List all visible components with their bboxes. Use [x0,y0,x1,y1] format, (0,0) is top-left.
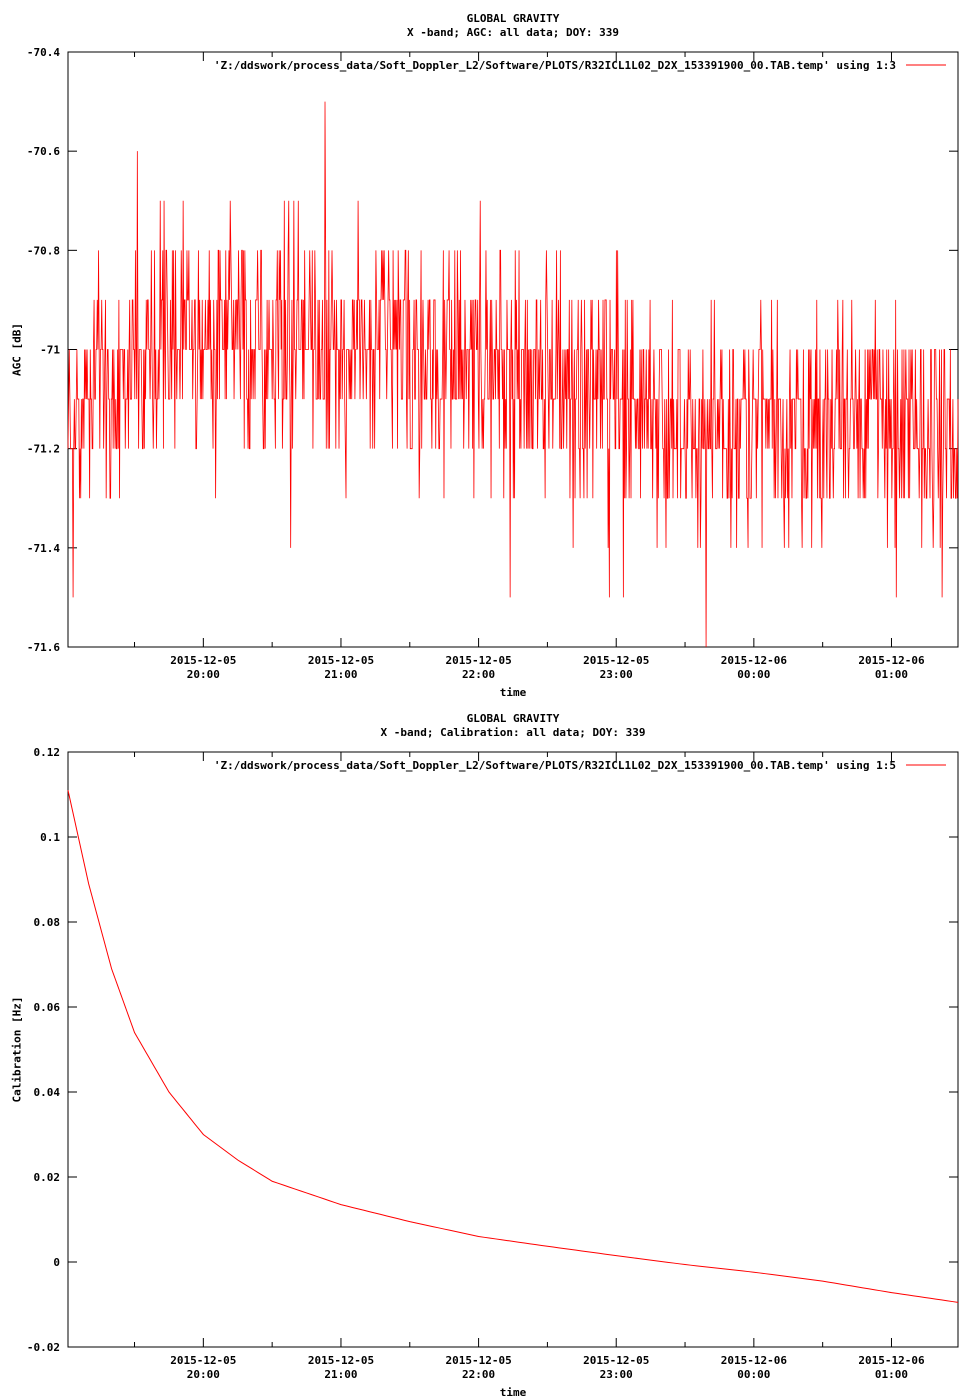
y-tick-label: -0.02 [27,1341,60,1354]
x-tick-date-label: 2015-12-05 [308,1354,374,1367]
x-axis-label: time [500,1386,527,1399]
y-tick-label: -70.4 [27,46,60,59]
x-tick-time-label: 20:00 [187,1368,220,1381]
y-tick-label: 0.06 [34,1001,61,1014]
x-tick-time-label: 21:00 [324,668,357,681]
x-tick-date-label: 2015-12-05 [170,1354,236,1367]
y-tick-label: 0 [53,1256,60,1269]
chart-subtitle: X -band; AGC: all data; DOY: 339 [407,26,619,39]
y-tick-label: 0.08 [34,916,61,929]
x-tick-time-label: 00:00 [737,668,770,681]
x-tick-time-label: 23:00 [600,1368,633,1381]
y-tick-label: 0.1 [40,831,60,844]
series-line-calibration [67,790,959,1303]
x-tick-date-label: 2015-12-06 [721,1354,788,1367]
series-line-agc [67,101,959,648]
x-tick-time-label: 01:00 [875,668,908,681]
x-tick-time-label: 23:00 [600,668,633,681]
x-tick-time-label: 00:00 [737,1368,770,1381]
x-tick-date-label: 2015-12-05 [308,654,374,667]
x-tick-date-label: 2015-12-05 [445,1354,511,1367]
x-tick-date-label: 2015-12-06 [858,654,925,667]
y-tick-label: 0.04 [34,1086,61,1099]
y-tick-label: -71.2 [27,443,60,456]
x-tick-date-label: 2015-12-06 [858,1354,925,1367]
y-tick-label: -71.4 [27,542,60,555]
x-tick-time-label: 21:00 [324,1368,357,1381]
chart-title: GLOBAL GRAVITY [467,712,560,725]
x-tick-date-label: 2015-12-05 [583,1354,649,1367]
y-tick-label: 0.12 [34,746,61,759]
y-tick-label: -71 [40,344,60,357]
y-tick-label: 0.02 [34,1171,61,1184]
legend-label: 'Z:/ddswork/process_data/Soft_Doppler_L2… [214,759,896,772]
chart-title: GLOBAL GRAVITY [467,12,560,25]
x-tick-time-label: 01:00 [875,1368,908,1381]
x-tick-date-label: 2015-12-05 [445,654,511,667]
y-tick-label: -70.6 [27,145,60,158]
x-axis-label: time [500,686,527,699]
chart-subtitle: X -band; Calibration: all data; DOY: 339 [381,726,646,739]
x-tick-date-label: 2015-12-06 [721,654,788,667]
x-tick-date-label: 2015-12-05 [583,654,649,667]
y-tick-label: -70.8 [27,244,60,257]
legend-label: 'Z:/ddswork/process_data/Soft_Doppler_L2… [214,59,896,72]
plot-frame [67,751,959,1348]
x-tick-time-label: 22:00 [462,1368,495,1381]
x-tick-date-label: 2015-12-05 [170,654,236,667]
y-axis-label: Calibration [Hz] [11,997,24,1103]
x-tick-time-label: 22:00 [462,668,495,681]
x-tick-time-label: 20:00 [187,668,220,681]
y-axis-label: AGC [dB] [11,323,24,376]
y-tick-label: -71.6 [27,641,60,654]
